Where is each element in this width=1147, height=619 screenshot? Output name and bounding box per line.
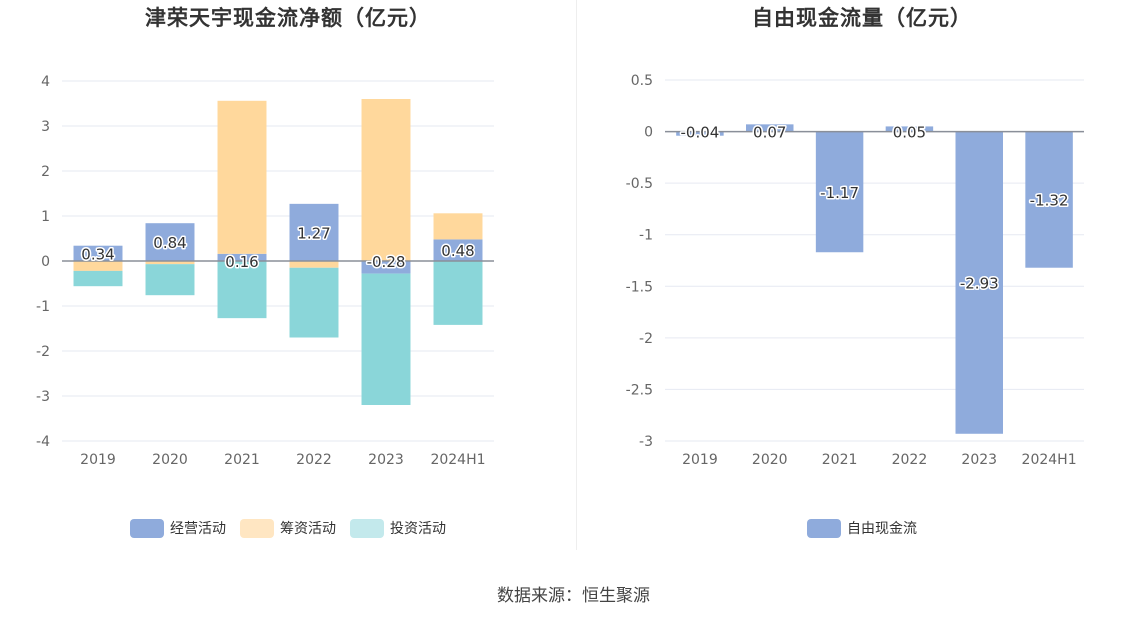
data-label: -1.32 (1030, 192, 1069, 210)
free-cashflow-chart: 自由现金流量（亿元） 0.5 0 -0.5 -1 -1.5 -2 -2.5 -3 2019 202… (577, 0, 1147, 560)
y-tick-label: -1.5 (626, 279, 653, 295)
legend-item[interactable]: 经营活动 (130, 518, 226, 538)
bar-筹资活动-2020 (145, 261, 195, 265)
bar-筹资活动-2023 (361, 99, 411, 261)
y-tick-label: 0 (644, 125, 653, 141)
y-tick-label: -3 (36, 389, 50, 405)
chart-title: 自由现金流量（亿元） (752, 6, 972, 30)
free-cashflow-plot: 0.5 0 -0.5 -1 -1.5 -2 -2.5 -3 2019 2020 2021 2022 20… (626, 73, 1084, 468)
bar-经营活动-2020 (145, 223, 195, 261)
data-label: 0.48 (441, 242, 474, 260)
bar-自由现金流-2021 (815, 131, 864, 253)
bar-投资活动-2022 (289, 267, 339, 338)
x-tick-label: 2023 (961, 452, 997, 468)
bar-筹资活动-2022 (289, 261, 339, 268)
y-tick-label: -3 (639, 434, 653, 450)
bar-筹资活动-2019 (73, 261, 123, 271)
x-tick-label: 2020 (152, 452, 188, 468)
bar-自由现金流-2024H1 (1025, 131, 1073, 268)
y-tick-label: -0.5 (626, 176, 653, 192)
y-tick-label: -2.5 (626, 382, 653, 398)
y-tick-label: 0.5 (631, 73, 653, 89)
data-label: 0.07 (753, 124, 786, 142)
x-tick-label: 2022 (296, 452, 332, 468)
chart-title: 津荣天宇现金流净额（亿元） (145, 6, 431, 30)
net-cashflow-plot: 4 3 2 1 0 -1 -2 -3 -4 2019 2020 2021 2022 2023 2024H1 0… (36, 74, 494, 468)
legend-label: 筹资活动 (280, 521, 336, 537)
y-tick-label: 3 (41, 119, 50, 135)
bar-筹资活动-2024H1 (433, 213, 483, 240)
x-tick-label: 2019 (80, 452, 116, 468)
x-tick-label: 2021 (822, 452, 858, 468)
bar-自由现金流-2022 (885, 126, 934, 132)
net-cashflow-chart: 津荣天宇现金流净额（亿元） 4 3 2 1 0 -1 -2 -3 -4 2019 2020 2021 2… (0, 0, 576, 560)
x-tick-label: 2019 (682, 452, 718, 468)
legend-item[interactable]: 筹资活动 (240, 518, 336, 538)
bar-经营活动-2019 (73, 245, 123, 261)
data-label: 0.16 (225, 253, 258, 271)
data-label: 0.84 (153, 234, 186, 252)
data-label: -2.93 (960, 275, 999, 293)
x-tick-label: 2022 (892, 452, 928, 468)
x-tick-label: 2023 (368, 452, 404, 468)
data-label: 1.27 (297, 224, 330, 242)
legend-label: 投资活动 (390, 521, 446, 537)
x-tick-label: 2021 (224, 452, 260, 468)
bar-投资活动-2020 (145, 264, 195, 296)
free-cashflow-legend: 自由现金流 (577, 518, 1147, 538)
legend-label: 经营活动 (170, 521, 226, 537)
y-tick-label: -2 (639, 331, 653, 347)
x-tick-label: 2020 (752, 452, 788, 468)
data-label: -0.28 (367, 253, 406, 271)
legend-swatch (350, 518, 384, 538)
bar-投资活动-2021 (217, 261, 267, 319)
bar-投资活动-2019 (73, 270, 123, 287)
y-tick-label: -1 (36, 299, 50, 315)
bar-投资活动-2023 (361, 273, 411, 405)
bar-经营活动-2023 (361, 261, 411, 274)
y-tick-label: 0 (41, 254, 50, 270)
y-tick-label: -2 (36, 344, 50, 360)
legend-item[interactable]: 投资活动 (350, 518, 446, 538)
bar-经营活动-2021 (217, 253, 267, 261)
data-label: 0.34 (81, 245, 114, 263)
y-tick-label: 2 (41, 164, 50, 180)
y-tick-label: -4 (36, 434, 50, 450)
bar-投资活动-2024H1 (433, 261, 483, 325)
data-source: 数据来源：恒生聚源 (497, 586, 650, 606)
legend-item[interactable]: 自由现金流 (807, 518, 917, 538)
y-tick-label: 1 (41, 209, 50, 225)
data-label: 0.05 (893, 124, 926, 142)
legend-label: 自由现金流 (847, 521, 917, 537)
bar-自由现金流-2020 (746, 124, 794, 132)
bar-自由现金流-2019 (676, 131, 724, 136)
y-tick-label: -1 (639, 228, 653, 244)
panel-divider (576, 0, 577, 550)
bar-筹资活动-2021 (217, 100, 267, 254)
bar-自由现金流-2023 (955, 131, 1003, 434)
x-tick-label: 2024H1 (430, 452, 485, 468)
legend-swatch (130, 518, 164, 538)
x-tick-label: 2024H1 (1022, 452, 1077, 468)
legend-swatch (807, 518, 841, 538)
data-label: -1.17 (820, 184, 859, 202)
net-cashflow-legend: 经营活动 筹资活动 投资活动 (0, 518, 576, 538)
bar-经营活动-2024H1 (433, 239, 483, 261)
legend-swatch (240, 518, 274, 538)
bar-经营活动-2022 (289, 203, 339, 261)
y-tick-label: 4 (41, 74, 50, 90)
data-label: -0.04 (681, 124, 720, 142)
